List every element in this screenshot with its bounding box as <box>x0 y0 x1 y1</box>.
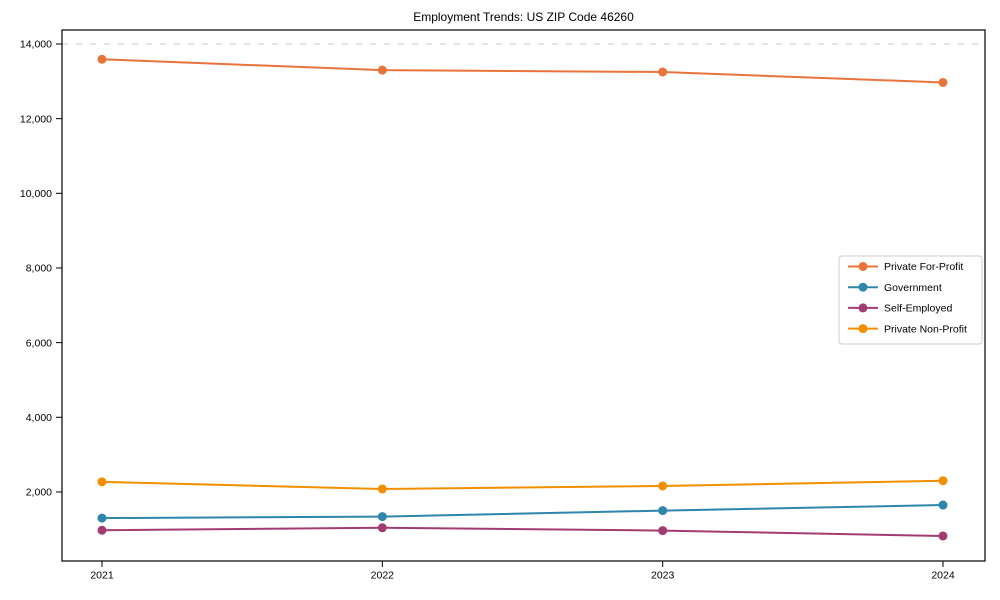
legend-label-self-employed: Self-Employed <box>884 303 952 315</box>
series-marker-private-for-profit-2024 <box>938 77 948 87</box>
legend-label-private-non-profit: Private Non-Profit <box>884 323 967 335</box>
x-tick-label-2023: 2023 <box>651 570 675 582</box>
series-marker-government-2021 <box>97 513 107 523</box>
series-marker-self-employed-2024 <box>938 531 948 541</box>
series-private-non-profit <box>97 476 948 494</box>
series-marker-private-for-profit-2022 <box>377 65 387 75</box>
legend-item-self-employed: Self-Employed <box>848 303 952 315</box>
x-tick-label-2022: 2022 <box>371 570 395 582</box>
y-tick-label-2000: 2,000 <box>26 487 52 499</box>
y-tick-label-4000: 4,000 <box>26 412 52 424</box>
series-marker-self-employed-2021 <box>97 525 107 535</box>
series-marker-private-non-profit-2023 <box>658 481 668 491</box>
y-tick-label-14000: 14,000 <box>20 39 52 51</box>
legend-marker-government <box>858 282 868 292</box>
series-marker-government-2023 <box>658 506 668 516</box>
series-government <box>97 500 948 523</box>
legend-item-government: Government <box>848 282 942 294</box>
y-tick-label-8000: 8,000 <box>26 263 52 275</box>
series-marker-private-for-profit-2021 <box>97 54 107 64</box>
y-tick-label-12000: 12,000 <box>20 113 52 125</box>
series-line-government <box>101 504 944 520</box>
series-line-self-employed <box>101 526 944 537</box>
legend-item-private-for-profit: Private For-Profit <box>848 261 963 273</box>
plot-area-border <box>61 29 986 562</box>
legend-label-government: Government <box>884 282 942 294</box>
series-marker-private-for-profit-2023 <box>658 67 668 77</box>
series-marker-self-employed-2022 <box>377 523 387 533</box>
y-tick-label-10000: 10,000 <box>20 188 52 200</box>
series-marker-private-non-profit-2021 <box>97 477 107 487</box>
series-private-for-profit <box>97 54 948 87</box>
legend-box <box>838 255 983 345</box>
series-marker-private-non-profit-2024 <box>938 476 948 486</box>
y-tick-label-6000: 6,000 <box>26 337 52 349</box>
series-line-private-non-profit <box>101 479 944 490</box>
x-tick-label-2021: 2021 <box>90 570 114 582</box>
legend-item-private-non-profit: Private Non-Profit <box>848 323 967 335</box>
series-marker-private-non-profit-2022 <box>377 484 387 494</box>
legend-label-private-for-profit: Private For-Profit <box>884 261 963 273</box>
legend: Private For-Profit Government Self-Employe… <box>838 255 983 345</box>
series-line-private-for-profit <box>101 58 944 84</box>
legend-marker-private-for-profit <box>858 262 868 271</box>
series-marker-self-employed-2023 <box>658 526 668 536</box>
series-marker-government-2024 <box>938 500 948 510</box>
legend-marker-private-non-profit <box>858 324 868 334</box>
x-tick-label-2024: 2024 <box>931 570 955 582</box>
legend-marker-self-employed <box>858 303 868 313</box>
series-self-employed <box>97 523 948 541</box>
series-marker-government-2022 <box>377 512 387 522</box>
